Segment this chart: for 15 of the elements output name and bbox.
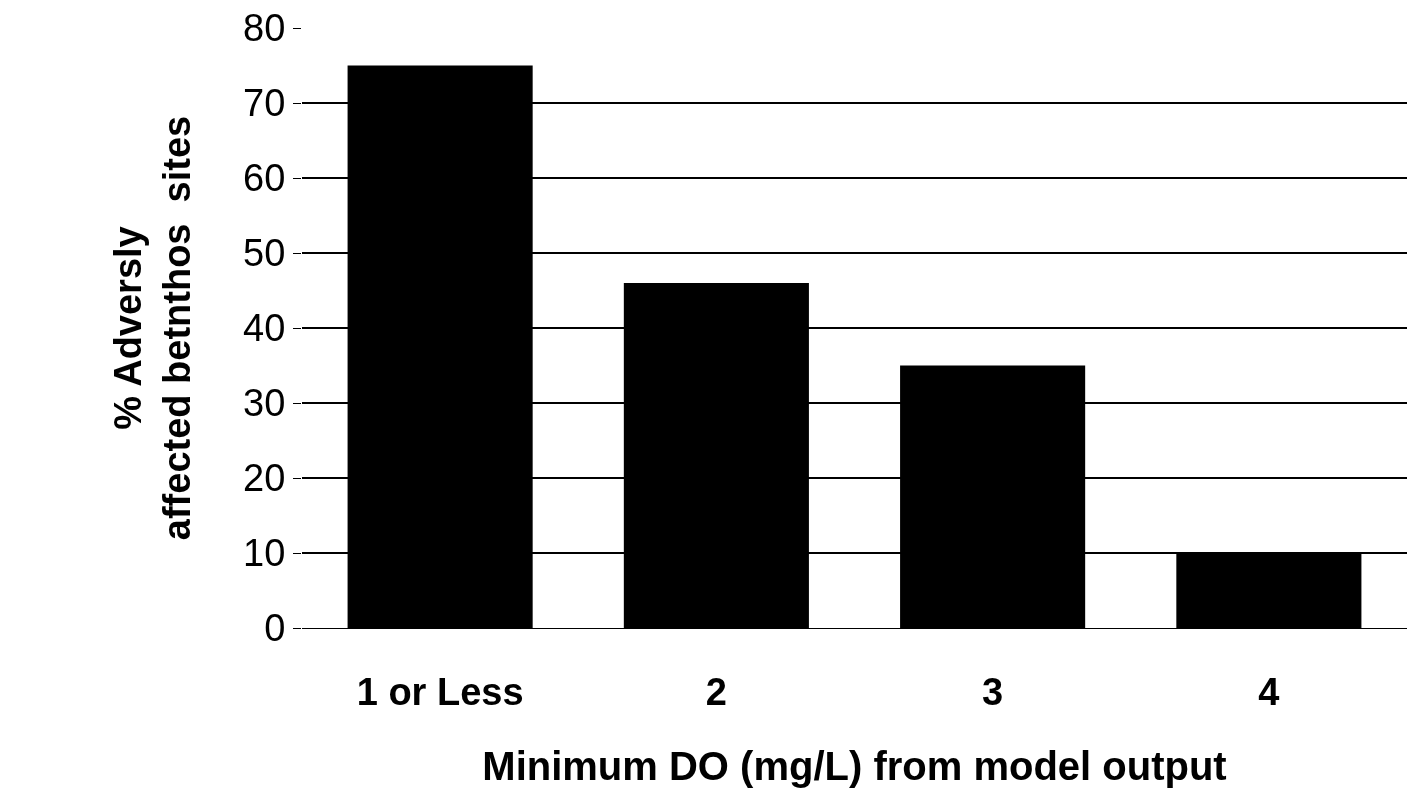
y-tick-label: 10 (243, 532, 286, 575)
y-tick-label: 0 (264, 607, 286, 650)
y-tick-label: 50 (243, 232, 286, 275)
y-tick-label: 80 (243, 7, 286, 50)
x-tick-label: 3 (982, 670, 1004, 713)
x-tick-label: 2 (705, 670, 727, 713)
y-tick-label: 30 (243, 382, 286, 425)
y-tick-label: 70 (243, 82, 286, 125)
x-tick-label: 4 (1258, 670, 1280, 713)
y-axis-title: % Adversly affected betnthos sites (106, 115, 199, 541)
x-axis-title: Minimum DO (mg/L) from model output (482, 744, 1227, 789)
y-tick-label: 20 (243, 457, 286, 500)
y-tick-label: 40 (243, 307, 286, 350)
y-tick-label: 60 (243, 157, 286, 200)
x-tick-label: 1 or Less (356, 670, 524, 713)
